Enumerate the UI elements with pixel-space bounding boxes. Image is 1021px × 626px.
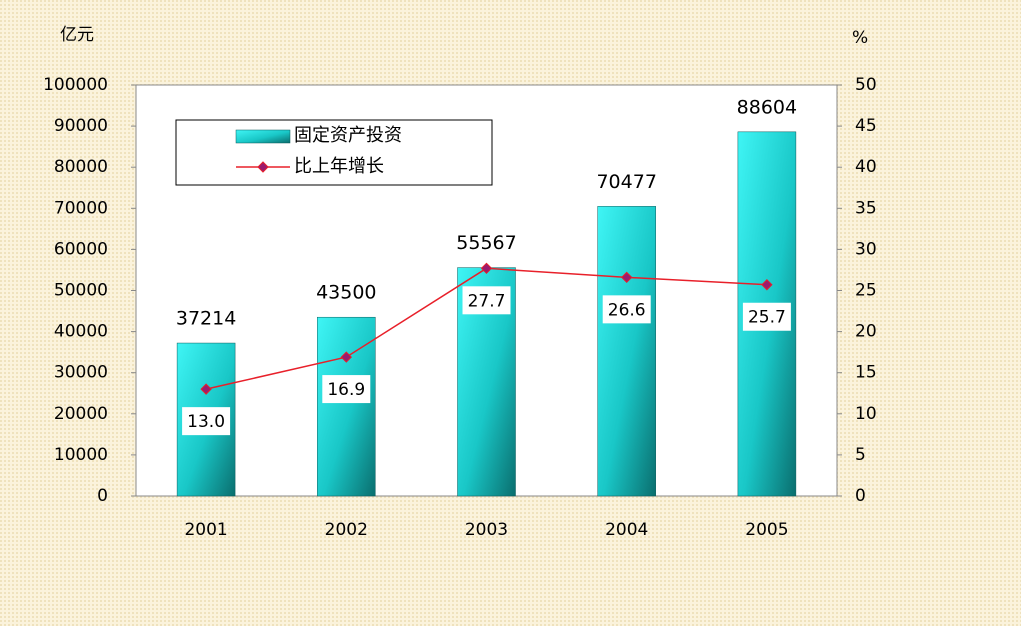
x-tick-label: 2002 xyxy=(325,520,368,540)
line-marker xyxy=(761,279,773,291)
y-tick-label: 80000 xyxy=(54,157,108,177)
x-tick-label: 2003 xyxy=(465,520,508,540)
y-tick-label: 60000 xyxy=(54,239,108,259)
legend-label: 固定资产投资 xyxy=(294,125,402,146)
label-box xyxy=(462,286,511,315)
legend-label: 比上年增长 xyxy=(294,156,384,177)
line-marker xyxy=(200,383,212,395)
y-tick-label: 50000 xyxy=(54,281,108,301)
label-box xyxy=(602,295,651,324)
y2-tick-label: 35 xyxy=(855,198,877,218)
label-box xyxy=(322,375,371,404)
x-tick-label: 2005 xyxy=(745,520,788,540)
line-marker xyxy=(620,271,633,284)
bar-value-label: 55567 xyxy=(456,232,516,254)
line-marker xyxy=(340,351,353,363)
line-value-label: 25.7 xyxy=(748,308,786,328)
legend-swatch xyxy=(235,129,291,144)
bar xyxy=(317,316,376,497)
y2-tick-label: 40 xyxy=(855,157,877,177)
line-value-label: 26.6 xyxy=(608,300,646,320)
y2-tick-label: 45 xyxy=(855,116,877,136)
bar-value-label: 88604 xyxy=(737,96,797,118)
legend-marker xyxy=(257,161,269,173)
y2-tick-label: 50 xyxy=(855,75,877,95)
y-tick-label: 100000 xyxy=(43,75,108,95)
y-tick-label: 70000 xyxy=(54,198,108,218)
x-tick-label: 2001 xyxy=(184,520,227,540)
y-tick-label: 30000 xyxy=(54,363,108,383)
line-value-label: 27.7 xyxy=(468,291,506,311)
label-box xyxy=(182,407,231,436)
y2-tick-label: 10 xyxy=(855,404,877,424)
line-value-label: 13.0 xyxy=(187,412,225,432)
label-box xyxy=(742,302,791,331)
bar xyxy=(597,206,656,497)
y2-axis-unit: % xyxy=(852,28,868,48)
y-tick-label: 0 xyxy=(97,486,108,506)
bar-value-label: 43500 xyxy=(316,282,376,304)
y2-tick-label: 25 xyxy=(855,281,877,301)
x-tick-label: 2004 xyxy=(605,520,648,540)
y2-tick-label: 15 xyxy=(855,363,877,383)
line-marker xyxy=(480,262,493,275)
y-tick-label: 20000 xyxy=(54,404,108,424)
bar-value-label: 37214 xyxy=(176,308,236,330)
y2-tick-label: 30 xyxy=(855,239,877,259)
y-tick-label: 90000 xyxy=(54,116,108,136)
y-tick-label: 40000 xyxy=(54,322,108,342)
y-tick-label: 10000 xyxy=(54,445,108,465)
y2-tick-label: 20 xyxy=(855,322,877,342)
y2-tick-label: 5 xyxy=(855,445,866,465)
bar-value-label: 70477 xyxy=(596,171,656,193)
legend xyxy=(175,119,493,186)
line-value-label: 16.9 xyxy=(327,380,365,400)
y-axis-unit: 亿元 xyxy=(60,25,94,45)
y2-tick-label: 0 xyxy=(855,486,866,506)
